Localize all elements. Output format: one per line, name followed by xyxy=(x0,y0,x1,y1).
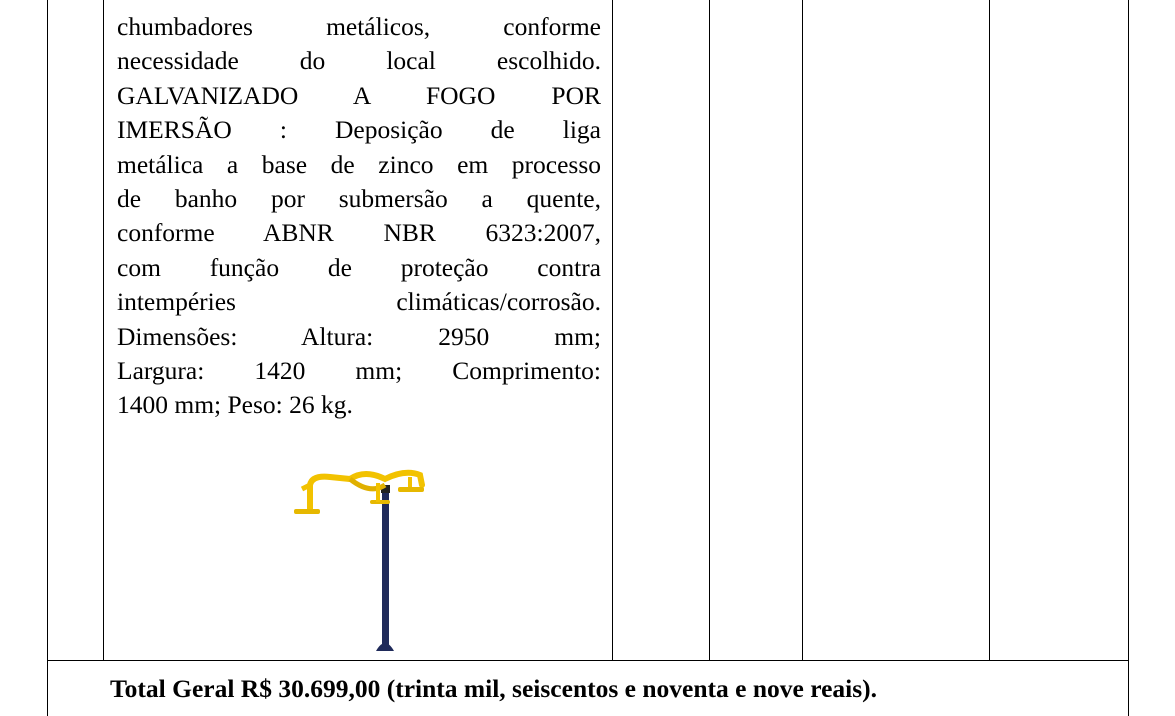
table-border xyxy=(103,0,104,661)
table-border xyxy=(989,0,990,661)
table-border xyxy=(802,0,803,661)
description-line: necessidade do local escolhido. xyxy=(117,44,601,78)
page: chumbadores metálicos, conformenecessida… xyxy=(0,0,1175,716)
description-line: IMERSÃO : Deposição de liga xyxy=(117,113,601,147)
description-line: metálica a base de zinco em processo xyxy=(117,148,601,182)
description-line: GALVANIZADO A FOGO POR xyxy=(117,79,601,113)
description-line: intempéries climáticas/corrosão. xyxy=(117,285,601,319)
description-line: de banho por submersão a quente, xyxy=(117,182,601,216)
table-border xyxy=(612,0,613,661)
description-line: chumbadores metálicos, conforme xyxy=(117,10,601,44)
description-line: com função de proteção contra xyxy=(117,251,601,285)
total: Total Geral R$ 30.699,00 (trinta mil, se… xyxy=(110,674,877,704)
equipment-image xyxy=(280,455,440,660)
table-border xyxy=(47,660,1129,661)
table-border xyxy=(709,0,710,661)
description-line: 1400 mm; Peso: 26 kg. xyxy=(117,388,601,422)
description-line: Largura: 1420 mm; Comprimento: xyxy=(117,354,601,388)
table-border xyxy=(1128,0,1129,716)
description-line: conforme ABNR NBR 6323:2007, xyxy=(117,216,601,250)
description-line: Dimensões: Altura: 2950 mm; xyxy=(117,320,601,354)
table-border xyxy=(47,0,48,716)
